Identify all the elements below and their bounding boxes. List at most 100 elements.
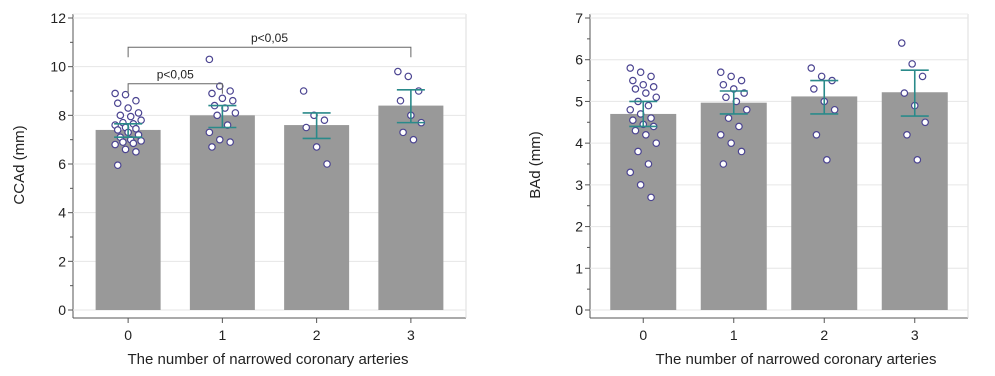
- data-point: [631, 126, 640, 135]
- data-point: [727, 72, 735, 81]
- data-point: [647, 72, 655, 81]
- data-point: [626, 64, 635, 72]
- y-tick-label: 8: [58, 107, 66, 123]
- data-point: [113, 99, 122, 107]
- data-point: [137, 137, 145, 145]
- data-point: [626, 105, 635, 114]
- y-tick-label: 4: [575, 135, 583, 151]
- y-tick-label: 0: [575, 302, 583, 318]
- data-point: [817, 72, 826, 81]
- data-point: [399, 128, 407, 137]
- x-tick-label: 3: [911, 327, 919, 343]
- data-point: [810, 85, 818, 93]
- significance-label: p<0,05: [157, 68, 194, 82]
- data-point: [921, 118, 929, 127]
- data-point: [137, 116, 145, 125]
- data-point: [631, 85, 640, 93]
- data-point: [639, 80, 648, 89]
- y-tick-label: 12: [50, 10, 66, 26]
- data-point: [213, 111, 221, 120]
- y-tick-label: 7: [575, 10, 583, 26]
- x-axis-title: The number of narrowed coronary arteries: [128, 351, 409, 368]
- data-point: [719, 160, 728, 168]
- data-point: [642, 89, 650, 97]
- data-point: [727, 139, 735, 147]
- data-point: [409, 135, 418, 144]
- y-tick-label: 2: [58, 253, 66, 269]
- x-tick-label: 2: [820, 327, 828, 343]
- data-point: [299, 87, 308, 95]
- data-point: [208, 143, 216, 151]
- bar: [610, 113, 677, 310]
- data-point: [215, 82, 224, 90]
- data-point: [722, 93, 730, 102]
- data-point: [111, 89, 119, 98]
- data-point: [394, 67, 402, 76]
- y-tick-label: 4: [58, 205, 66, 221]
- x-tick-label: 0: [639, 327, 647, 343]
- data-point: [205, 128, 214, 137]
- data-point: [719, 80, 728, 89]
- data-point: [737, 147, 746, 156]
- data-point: [215, 135, 224, 144]
- data-point: [228, 96, 237, 105]
- data-point: [132, 96, 140, 105]
- data-point: [897, 39, 906, 47]
- data-point: [647, 193, 655, 202]
- data-point: [121, 145, 130, 154]
- significance-label: p<0,05: [251, 31, 288, 45]
- chart-bad: BAd (mm) The number of narrowed coronary…: [527, 10, 969, 368]
- data-point: [812, 131, 821, 139]
- y-tick-label: 5: [575, 93, 583, 109]
- y-tick-label: 3: [575, 177, 583, 193]
- x-tick-label: 1: [730, 327, 738, 343]
- x-tick-label: 3: [407, 327, 415, 343]
- data-point: [908, 60, 916, 68]
- data-point: [231, 109, 240, 117]
- data-point: [903, 131, 911, 139]
- y-axis-title: CCAd (mm): [11, 125, 28, 204]
- data-point: [735, 122, 743, 131]
- data-point: [900, 89, 909, 97]
- data-point: [823, 156, 831, 164]
- data-point: [113, 161, 122, 170]
- data-point: [918, 72, 927, 81]
- bar: [284, 125, 350, 310]
- y-tick-label: 10: [50, 59, 66, 75]
- data-point: [323, 160, 331, 168]
- data-point: [312, 143, 321, 151]
- x-tick-label: 1: [218, 327, 226, 343]
- data-point: [742, 105, 751, 114]
- data-point: [132, 148, 140, 156]
- data-point: [226, 87, 234, 95]
- bar: [189, 115, 255, 310]
- data-point: [124, 104, 132, 112]
- y-tick-label: 6: [575, 52, 583, 68]
- bar: [95, 129, 161, 310]
- data-point: [121, 90, 130, 99]
- data-point: [652, 93, 661, 102]
- data-point: [724, 114, 733, 122]
- y-tick-label: 0: [58, 302, 66, 318]
- data-point: [807, 64, 816, 72]
- data-point: [119, 138, 127, 146]
- data-point: [644, 160, 653, 168]
- data-point: [636, 181, 645, 189]
- data-point: [716, 68, 725, 77]
- data-point: [302, 123, 311, 132]
- significance-bracket: [127, 83, 223, 94]
- bar: [378, 105, 444, 310]
- data-point: [126, 112, 135, 121]
- y-tick-label: 1: [575, 260, 583, 276]
- data-point: [320, 116, 329, 125]
- data-point: [113, 126, 122, 134]
- data-point: [636, 68, 645, 77]
- bar: [700, 102, 767, 311]
- data-point: [737, 76, 746, 85]
- data-point: [218, 94, 227, 103]
- data-point: [404, 72, 413, 81]
- data-point: [913, 156, 922, 164]
- data-point: [629, 116, 637, 125]
- data-point: [129, 139, 138, 148]
